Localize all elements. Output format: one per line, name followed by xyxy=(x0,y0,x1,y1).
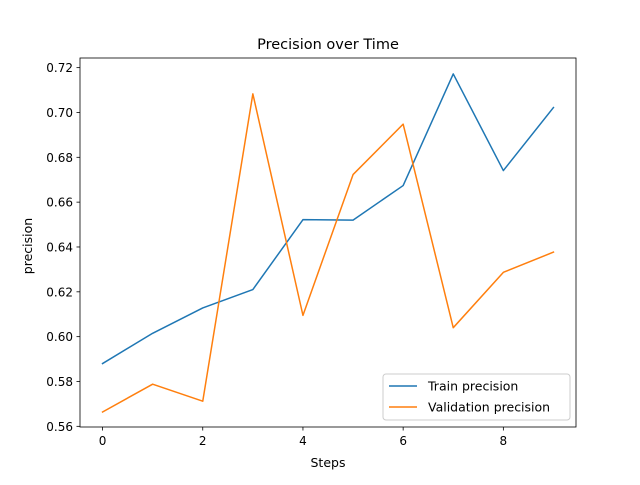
legend: Train precision Validation precision xyxy=(382,373,571,421)
legend-label-validation: Validation precision xyxy=(428,400,550,415)
y-tick-label: 0.70 xyxy=(46,106,73,120)
y-tick-label: 0.58 xyxy=(46,375,73,389)
y-tick-label: 0.68 xyxy=(46,151,73,165)
x-axis-label: Steps xyxy=(311,455,346,470)
legend-box xyxy=(382,373,571,421)
legend-label-train: Train precision xyxy=(427,379,518,394)
plot-frame xyxy=(79,57,577,428)
x-tick-label: 6 xyxy=(399,434,407,448)
x-tick-label: 2 xyxy=(199,434,207,448)
axes-layer: 0 2 4 6 8 0.56 0.58 0.60 0.62 0.64 0.66 0.68 0.70 0.7… xyxy=(46,57,577,448)
chart-title: Precision over Time xyxy=(257,37,399,53)
series-line-validation xyxy=(101,93,555,413)
y-tick-label: 0.60 xyxy=(46,330,73,344)
y-tick-label: 0.66 xyxy=(46,196,73,210)
x-tick-label: 0 xyxy=(99,434,107,448)
series-line-train xyxy=(101,73,555,365)
x-tick-label: 4 xyxy=(299,434,307,448)
y-tick-label: 0.64 xyxy=(46,240,73,254)
series-layer xyxy=(101,73,555,413)
x-tick-label: 8 xyxy=(500,434,508,448)
y-tick-label: 0.62 xyxy=(46,285,73,299)
y-axis-label: precision xyxy=(20,218,35,274)
y-tick-label: 0.72 xyxy=(46,61,73,75)
y-tick-label: 0.56 xyxy=(46,420,73,434)
